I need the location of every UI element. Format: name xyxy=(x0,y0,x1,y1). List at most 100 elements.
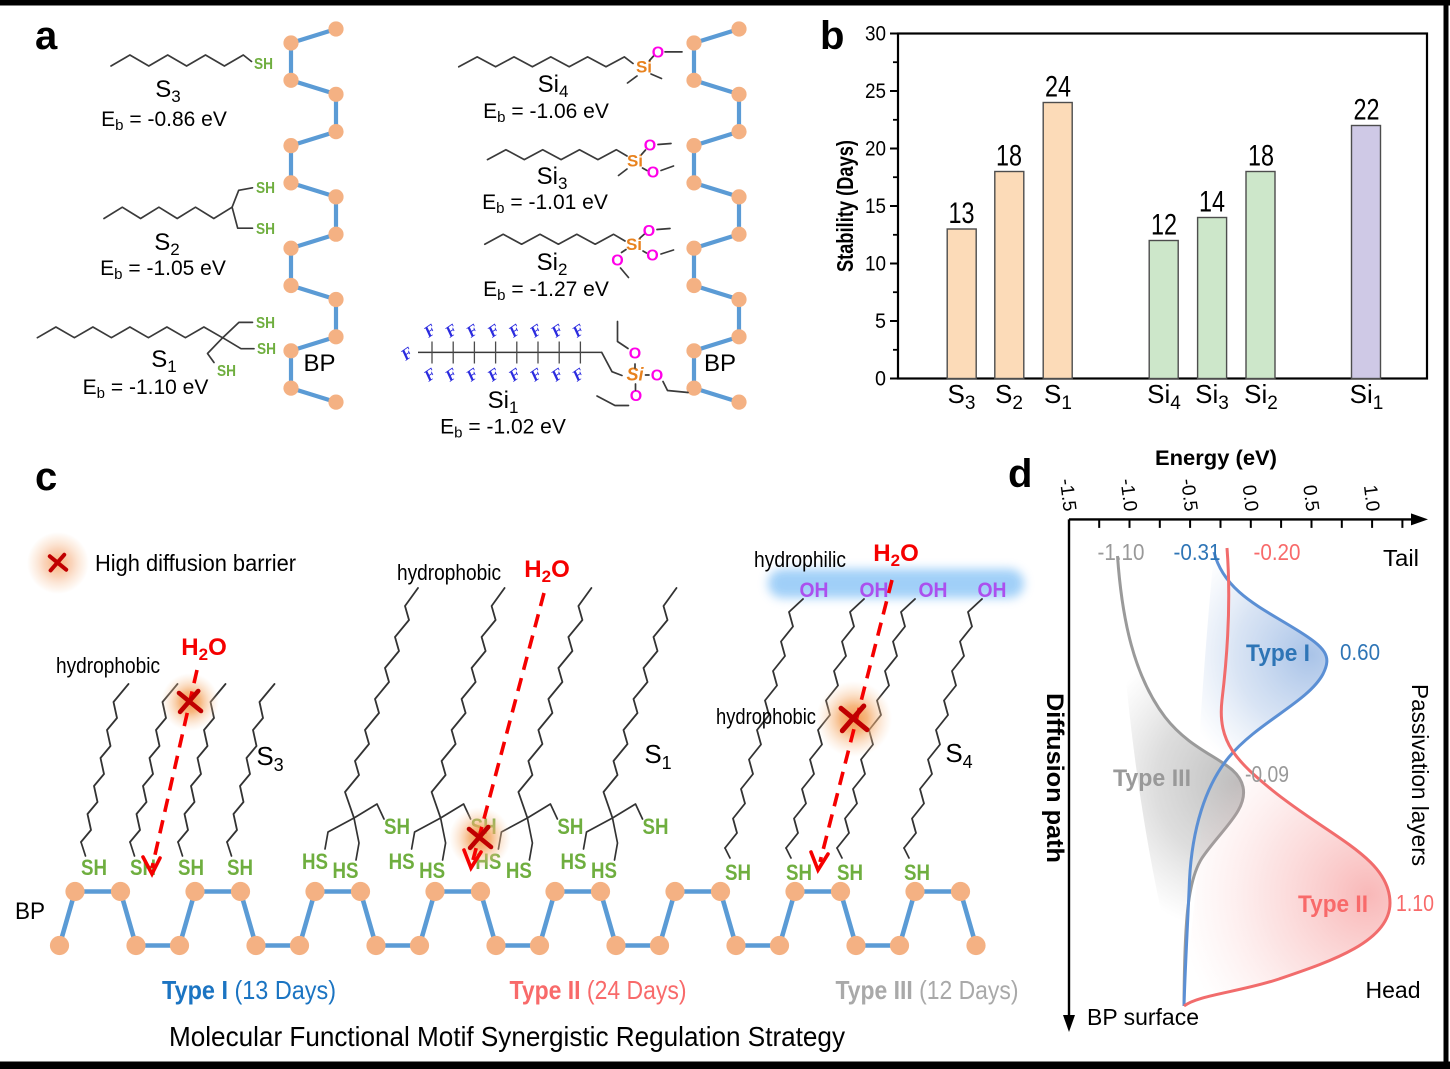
svg-text:SH: SH xyxy=(643,814,669,839)
svg-text:O: O xyxy=(647,165,659,182)
svg-text:H2O: H2O xyxy=(524,556,569,586)
svg-text:HS: HS xyxy=(419,858,445,883)
svg-text:HS: HS xyxy=(389,849,415,874)
svg-text:HS: HS xyxy=(591,858,617,883)
svg-text:BP surface: BP surface xyxy=(1087,1004,1199,1030)
svg-text:O: O xyxy=(644,138,656,155)
svg-text:c: c xyxy=(35,455,57,499)
svg-text:22: 22 xyxy=(1354,94,1380,127)
svg-text:O: O xyxy=(611,253,623,270)
svg-text:10: 10 xyxy=(865,253,886,276)
svg-text:1.10: 1.10 xyxy=(1396,890,1434,916)
svg-text:O: O xyxy=(643,223,655,240)
svg-text:14: 14 xyxy=(1199,186,1225,219)
svg-text:O: O xyxy=(646,248,658,265)
svg-text:H2O: H2O xyxy=(181,634,226,664)
svg-text:SH: SH xyxy=(178,855,204,880)
svg-text:Si3: Si3 xyxy=(1195,379,1229,414)
svg-text:BP: BP xyxy=(704,350,736,377)
svg-text:0: 0 xyxy=(875,368,886,391)
svg-text:Si: Si xyxy=(626,365,644,385)
svg-text:OH: OH xyxy=(919,579,948,602)
svg-text:Si: Si xyxy=(636,58,652,77)
svg-text:Molecular Functional Motif Syn: Molecular Functional Motif Synergistic R… xyxy=(169,1021,845,1052)
svg-text:a: a xyxy=(35,14,58,58)
svg-text:hydrophobic: hydrophobic xyxy=(56,653,160,678)
svg-text:-1.10: -1.10 xyxy=(1098,539,1145,565)
svg-text:Tail: Tail xyxy=(1383,545,1419,571)
svg-text:High diffusion barrier: High diffusion barrier xyxy=(95,550,296,576)
svg-text:Type II: Type II xyxy=(1298,891,1368,918)
svg-text:5: 5 xyxy=(875,310,886,333)
svg-text:Type III: Type III xyxy=(1113,765,1191,792)
svg-text:HS: HS xyxy=(561,849,587,874)
svg-text:0.60: 0.60 xyxy=(1340,639,1380,665)
svg-text:SH: SH xyxy=(254,56,273,73)
svg-text:Type I (13 Days): Type I (13 Days) xyxy=(162,975,336,1005)
svg-text:Si4: Si4 xyxy=(538,71,569,101)
svg-text:hydrophobic: hydrophobic xyxy=(397,560,501,585)
svg-text:HS: HS xyxy=(506,858,532,883)
svg-text:Head: Head xyxy=(1366,977,1421,1003)
svg-text:-0.20: -0.20 xyxy=(1254,539,1301,565)
svg-text:SH: SH xyxy=(837,860,863,885)
svg-text:HS: HS xyxy=(333,858,359,883)
svg-text:18: 18 xyxy=(1248,140,1274,173)
svg-text:0.5: 0.5 xyxy=(1298,484,1322,513)
svg-text:Type II (24 Days): Type II (24 Days) xyxy=(510,975,687,1005)
svg-text:OH: OH xyxy=(800,579,829,602)
svg-text:24: 24 xyxy=(1045,71,1071,104)
svg-text:Stability (Days): Stability (Days) xyxy=(832,140,858,272)
svg-text:SH: SH xyxy=(227,855,253,880)
svg-text:SH: SH xyxy=(256,315,275,332)
svg-text:OH: OH xyxy=(860,579,889,602)
svg-text:SH: SH xyxy=(557,814,583,839)
svg-text:d: d xyxy=(1008,452,1032,496)
svg-text:Energy (eV): Energy (eV) xyxy=(1155,447,1277,470)
svg-text:SH: SH xyxy=(384,814,410,839)
svg-text:BP: BP xyxy=(304,350,336,377)
svg-text:SH: SH xyxy=(217,363,236,380)
svg-text:HS: HS xyxy=(302,849,328,874)
svg-text:Type III (12 Days): Type III (12 Days) xyxy=(836,975,1019,1005)
svg-text:hydrophobic: hydrophobic xyxy=(716,704,816,729)
svg-text:Passivation layers: Passivation layers xyxy=(1407,684,1433,866)
svg-text:SH: SH xyxy=(904,860,930,885)
svg-text:15: 15 xyxy=(865,195,886,218)
svg-text:18: 18 xyxy=(996,140,1022,173)
svg-text:O: O xyxy=(629,346,641,363)
svg-text:30: 30 xyxy=(865,23,886,46)
svg-text:12: 12 xyxy=(1151,209,1177,242)
svg-text:Diffusion path: Diffusion path xyxy=(1041,693,1068,863)
svg-text:1.0: 1.0 xyxy=(1359,484,1383,513)
svg-text:SH: SH xyxy=(257,341,276,358)
svg-text:Eb = -1.27 eV: Eb = -1.27 eV xyxy=(483,278,609,304)
svg-text:0.0: 0.0 xyxy=(1238,484,1262,513)
svg-text:BP: BP xyxy=(15,898,45,925)
svg-text:-0.09: -0.09 xyxy=(1245,761,1289,787)
svg-text:Si: Si xyxy=(626,235,642,254)
svg-text:b: b xyxy=(820,14,844,58)
svg-text:SH: SH xyxy=(786,860,812,885)
svg-text:13: 13 xyxy=(949,197,975,230)
svg-text:25: 25 xyxy=(865,80,886,103)
svg-text:-0.5: -0.5 xyxy=(1176,478,1201,513)
svg-text:20: 20 xyxy=(865,138,886,161)
svg-text:-0.31: -0.31 xyxy=(1174,539,1221,565)
svg-text:SH: SH xyxy=(81,855,107,880)
svg-text:S4: S4 xyxy=(945,738,972,772)
svg-text:SH: SH xyxy=(256,221,275,238)
svg-text:SH: SH xyxy=(256,180,275,197)
svg-text:S3: S3 xyxy=(256,741,283,775)
svg-text:O: O xyxy=(630,388,642,405)
svg-text:hydrophilic: hydrophilic xyxy=(754,547,846,572)
svg-text:SH: SH xyxy=(725,860,751,885)
svg-text:OH: OH xyxy=(978,579,1007,602)
svg-text:-1.0: -1.0 xyxy=(1116,478,1141,513)
svg-text:Eb = -1.01 eV: Eb = -1.01 eV xyxy=(482,191,608,217)
svg-text:Si: Si xyxy=(627,152,643,171)
svg-text:O: O xyxy=(652,45,664,62)
svg-text:O: O xyxy=(651,368,663,385)
svg-text:-1.5: -1.5 xyxy=(1055,478,1080,513)
svg-text:Type I: Type I xyxy=(1246,640,1310,667)
